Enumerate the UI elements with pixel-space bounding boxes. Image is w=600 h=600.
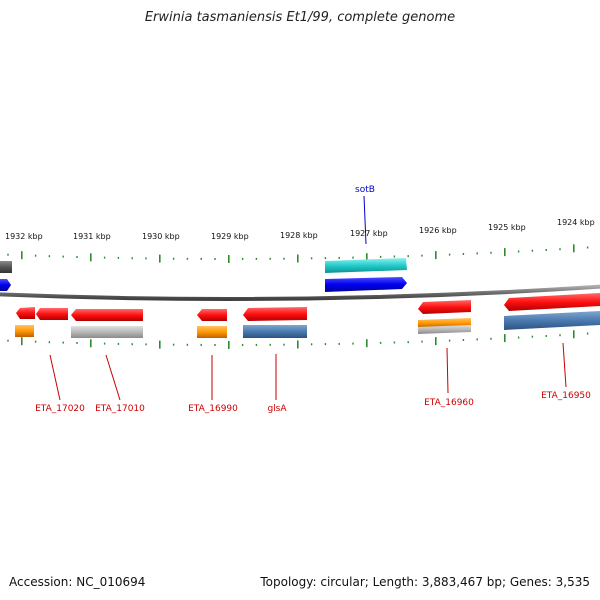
- feature-gray-17010[interactable]: [71, 326, 143, 338]
- gene-ETA_16960[interactable]: [418, 300, 471, 314]
- leader-ETA_16950: [562, 342, 567, 388]
- gene-label-ETA_16950[interactable]: ETA_16950: [541, 391, 591, 401]
- gene-glsA[interactable]: [243, 307, 307, 321]
- gene-sotB-cyan[interactable]: [325, 258, 407, 273]
- gene-dark-left[interactable]: [0, 261, 12, 273]
- inner-tick-track: [7, 330, 589, 349]
- gene-ETA_17020-b[interactable]: [36, 308, 68, 320]
- gene-ETA_16950[interactable]: [504, 293, 600, 311]
- scale-label-1927: 1927 kbp: [350, 229, 388, 238]
- scale-label-1926: 1926 kbp: [419, 226, 457, 235]
- map-title: Erwinia tasmaniensis Et1/99, complete ge…: [144, 10, 456, 25]
- genome-backbone: [0, 284, 600, 301]
- gene-label-ETA_17010[interactable]: ETA_17010: [95, 404, 145, 414]
- gene-label-ETA_17020[interactable]: ETA_17020: [35, 404, 85, 414]
- gene-label-glsA[interactable]: glsA: [267, 404, 287, 414]
- feature-orange-17020[interactable]: [15, 325, 34, 337]
- feature-gray-16960[interactable]: [418, 325, 471, 334]
- feature-steel-16950[interactable]: [504, 311, 600, 330]
- gene-sotB[interactable]: [325, 277, 407, 292]
- genome-stats-text: Topology: circular; Length: 3,883,467 bp…: [260, 575, 590, 589]
- leader-ETA_16960: [446, 347, 449, 394]
- scale-label-1924: 1924 kbp: [557, 218, 595, 227]
- feature-orange-16990[interactable]: [197, 326, 227, 338]
- gene-label-sotB[interactable]: sotB: [355, 185, 375, 195]
- scale-label-1930: 1930 kbp: [142, 232, 180, 241]
- gene-ETA_16990[interactable]: [197, 309, 227, 321]
- gene-ETA_17020-a[interactable]: [16, 307, 35, 319]
- accession-text: Accession: NC_010694: [9, 575, 146, 589]
- feature-steel-glsA[interactable]: [243, 325, 307, 338]
- scale-label-1932: 1932 kbp: [5, 232, 43, 241]
- leader-sotB: [363, 195, 367, 245]
- gene-label-ETA_16960[interactable]: ETA_16960: [424, 398, 474, 408]
- leader-ETA_17020: [49, 354, 61, 401]
- gene-label-ETA_16990[interactable]: ETA_16990: [188, 404, 238, 414]
- outer-tick-track: [7, 244, 589, 263]
- leader-ETA_17010: [105, 354, 121, 401]
- scale-label-1928: 1928 kbp: [280, 231, 318, 240]
- gene-ETA_17010[interactable]: [71, 309, 143, 321]
- scale-label-1929: 1929 kbp: [211, 232, 249, 241]
- scale-label-1931: 1931 kbp: [73, 232, 111, 241]
- gene-blue-left[interactable]: [0, 279, 11, 291]
- scale-label-1925: 1925 kbp: [488, 223, 526, 232]
